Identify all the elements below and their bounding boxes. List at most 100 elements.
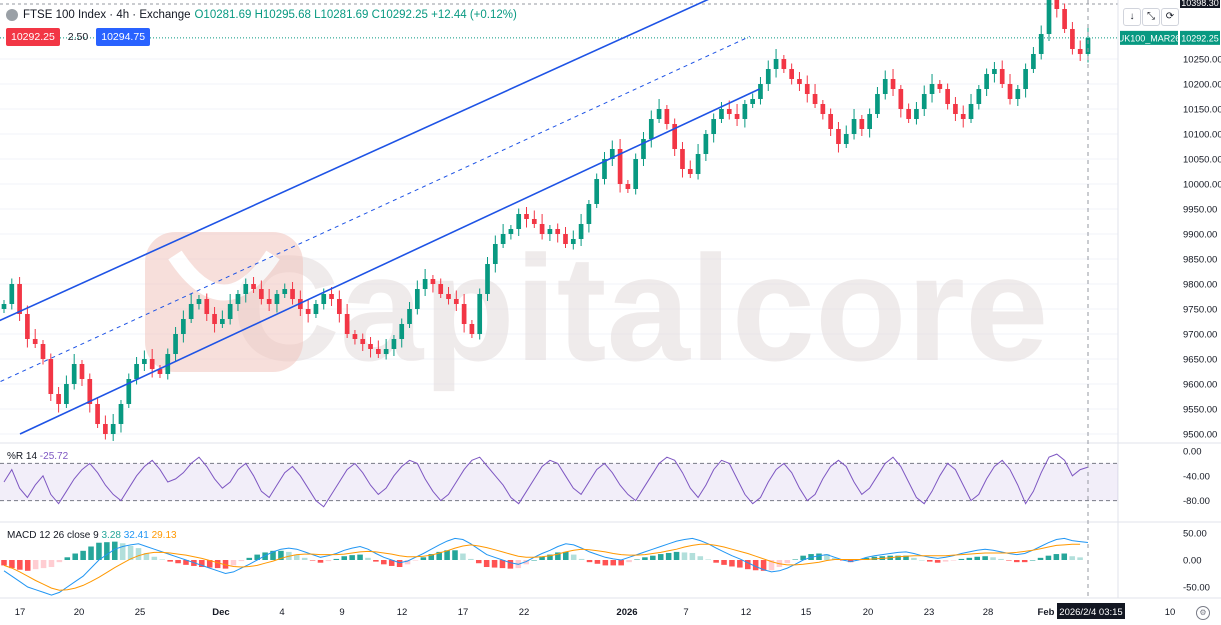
candle-body: [142, 359, 147, 364]
sell-button[interactable]: 10292.25: [6, 28, 60, 46]
macd-histogram-bar: [721, 560, 727, 565]
candle-body: [664, 109, 670, 124]
macd-histogram-bar: [784, 560, 791, 564]
candle-body: [305, 309, 311, 314]
macd-histogram-bar: [301, 557, 308, 560]
candle-body: [726, 109, 732, 114]
macd-histogram-bar: [950, 560, 957, 561]
macd-histogram-bar: [24, 560, 31, 571]
candle-body: [165, 354, 171, 374]
candle-body: [321, 294, 327, 304]
candle-body: [594, 179, 600, 204]
candle-body: [212, 314, 217, 324]
time-tick-label: Feb: [1038, 607, 1055, 618]
candle-body: [1031, 54, 1036, 69]
candle-body: [797, 79, 802, 84]
candle-body: [882, 79, 888, 94]
macd-histogram-bar: [665, 552, 672, 560]
candle-body: [555, 229, 561, 234]
macd-histogram-bar: [555, 552, 561, 560]
candle-body: [243, 284, 249, 294]
time-tick-label: 17: [458, 607, 469, 618]
macd-histogram-bar: [214, 560, 221, 569]
candle-body: [898, 89, 904, 109]
last-price-label: 10292.25: [1181, 33, 1219, 43]
macd-histogram-bar: [278, 550, 284, 560]
candle-body: [648, 119, 654, 139]
price-tick-label: 9950.00: [1183, 205, 1217, 216]
price-tick-label: 10200.00: [1183, 80, 1221, 91]
refresh-icon: ⟳: [1165, 11, 1175, 22]
candle-body: [274, 294, 280, 304]
buy-button[interactable]: 10294.75: [96, 28, 151, 46]
macd-label[interactable]: MACD 12 26 close 9 3.28 32.41 29.13: [7, 530, 177, 541]
williams-r-pane: [0, 453, 1118, 508]
candle-body: [87, 379, 93, 404]
candle-body: [251, 284, 256, 289]
macd-histogram-bar: [56, 560, 63, 563]
candle-body: [578, 224, 584, 239]
time-tick-label: 7: [683, 607, 688, 618]
macd-histogram-bar: [167, 560, 173, 562]
macd-histogram-bar: [349, 555, 355, 560]
macd-histogram-bar: [388, 560, 395, 566]
candle-body: [235, 294, 241, 304]
macd-histogram-bar: [1045, 555, 1052, 560]
macd-histogram-bar: [1077, 557, 1083, 560]
time-tick-label: 10: [1165, 607, 1176, 618]
candle-body: [836, 129, 841, 144]
macd-histogram-bar: [32, 560, 39, 570]
macd-histogram-bar: [151, 556, 158, 560]
macd-name: MACD 12 26 close 9: [7, 530, 99, 541]
candle-body: [259, 289, 264, 299]
williams-r-name: %R 14: [7, 451, 38, 462]
macd-histogram-bar: [475, 560, 482, 564]
macd-histogram-bar: [966, 557, 973, 560]
collapse-button[interactable]: ⤡: [1142, 8, 1160, 26]
price-tick-label: 9850.00: [1183, 255, 1217, 266]
candle-body: [407, 309, 412, 324]
macd-histogram-bar: [9, 560, 15, 569]
channel-mid-line: [0, 36, 750, 382]
candle-body: [734, 114, 740, 119]
candle-body: [1070, 29, 1075, 49]
pane-separators: [0, 0, 1221, 599]
macd-histogram-bar: [104, 542, 110, 560]
macd-histogram-bar: [824, 554, 830, 560]
candle-body: [711, 119, 717, 134]
candle-body: [446, 294, 451, 299]
reset-button[interactable]: ⟳: [1161, 8, 1179, 26]
macd-histogram-bar: [657, 554, 664, 560]
symbol-title[interactable]: FTSE 100 Index · 4h · Exchange: [23, 9, 191, 21]
candle-body: [773, 59, 779, 69]
candle-body: [126, 379, 132, 404]
macd-histogram-bar: [768, 560, 775, 571]
time-tick-label: 12: [397, 607, 408, 618]
candle-body: [680, 149, 685, 169]
candle-body: [859, 119, 865, 129]
time-tick-label: 23: [924, 607, 935, 618]
macd-histogram-bar: [570, 554, 577, 560]
candle-body: [1046, 0, 1052, 34]
williams-r-tick-label: -40.00: [1183, 471, 1210, 482]
candle-body: [485, 264, 490, 294]
macd-histogram-bar: [689, 552, 696, 560]
symbol-tag-label: UK100_MAR26: [1118, 33, 1181, 43]
scroll-down-button[interactable]: ↓: [1123, 8, 1141, 26]
macd-histogram-bar: [697, 556, 704, 560]
candle-body: [921, 94, 927, 109]
price-tick-label: 9800.00: [1183, 280, 1217, 291]
price-tick-label: 10100.00: [1183, 130, 1221, 141]
settings-gear-icon[interactable]: ⚙: [1196, 606, 1210, 620]
macd-histogram-bar: [404, 560, 411, 565]
macd-tick-label: -50.00: [1183, 583, 1210, 594]
time-tick-label: 9: [339, 607, 344, 618]
williams-r-label[interactable]: %R 14 -25.72: [7, 451, 68, 462]
time-tick-label: 17: [15, 607, 26, 618]
price-tick-label: 10150.00: [1183, 105, 1221, 116]
macd-histogram-bar: [705, 559, 711, 560]
macd-histogram-bar: [309, 560, 316, 561]
macd-histogram-bar: [40, 560, 47, 569]
time-tick-label: 2026: [616, 607, 637, 618]
